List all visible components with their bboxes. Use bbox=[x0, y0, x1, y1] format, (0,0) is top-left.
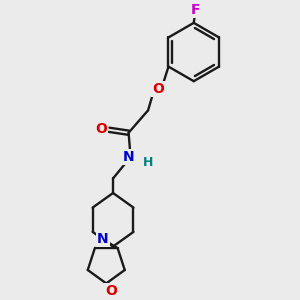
Text: O: O bbox=[105, 284, 117, 298]
Text: N: N bbox=[97, 232, 109, 246]
Text: O: O bbox=[152, 82, 164, 96]
Text: O: O bbox=[95, 122, 107, 136]
Text: F: F bbox=[191, 3, 200, 17]
Text: H: H bbox=[143, 156, 153, 170]
Text: N: N bbox=[123, 150, 134, 164]
